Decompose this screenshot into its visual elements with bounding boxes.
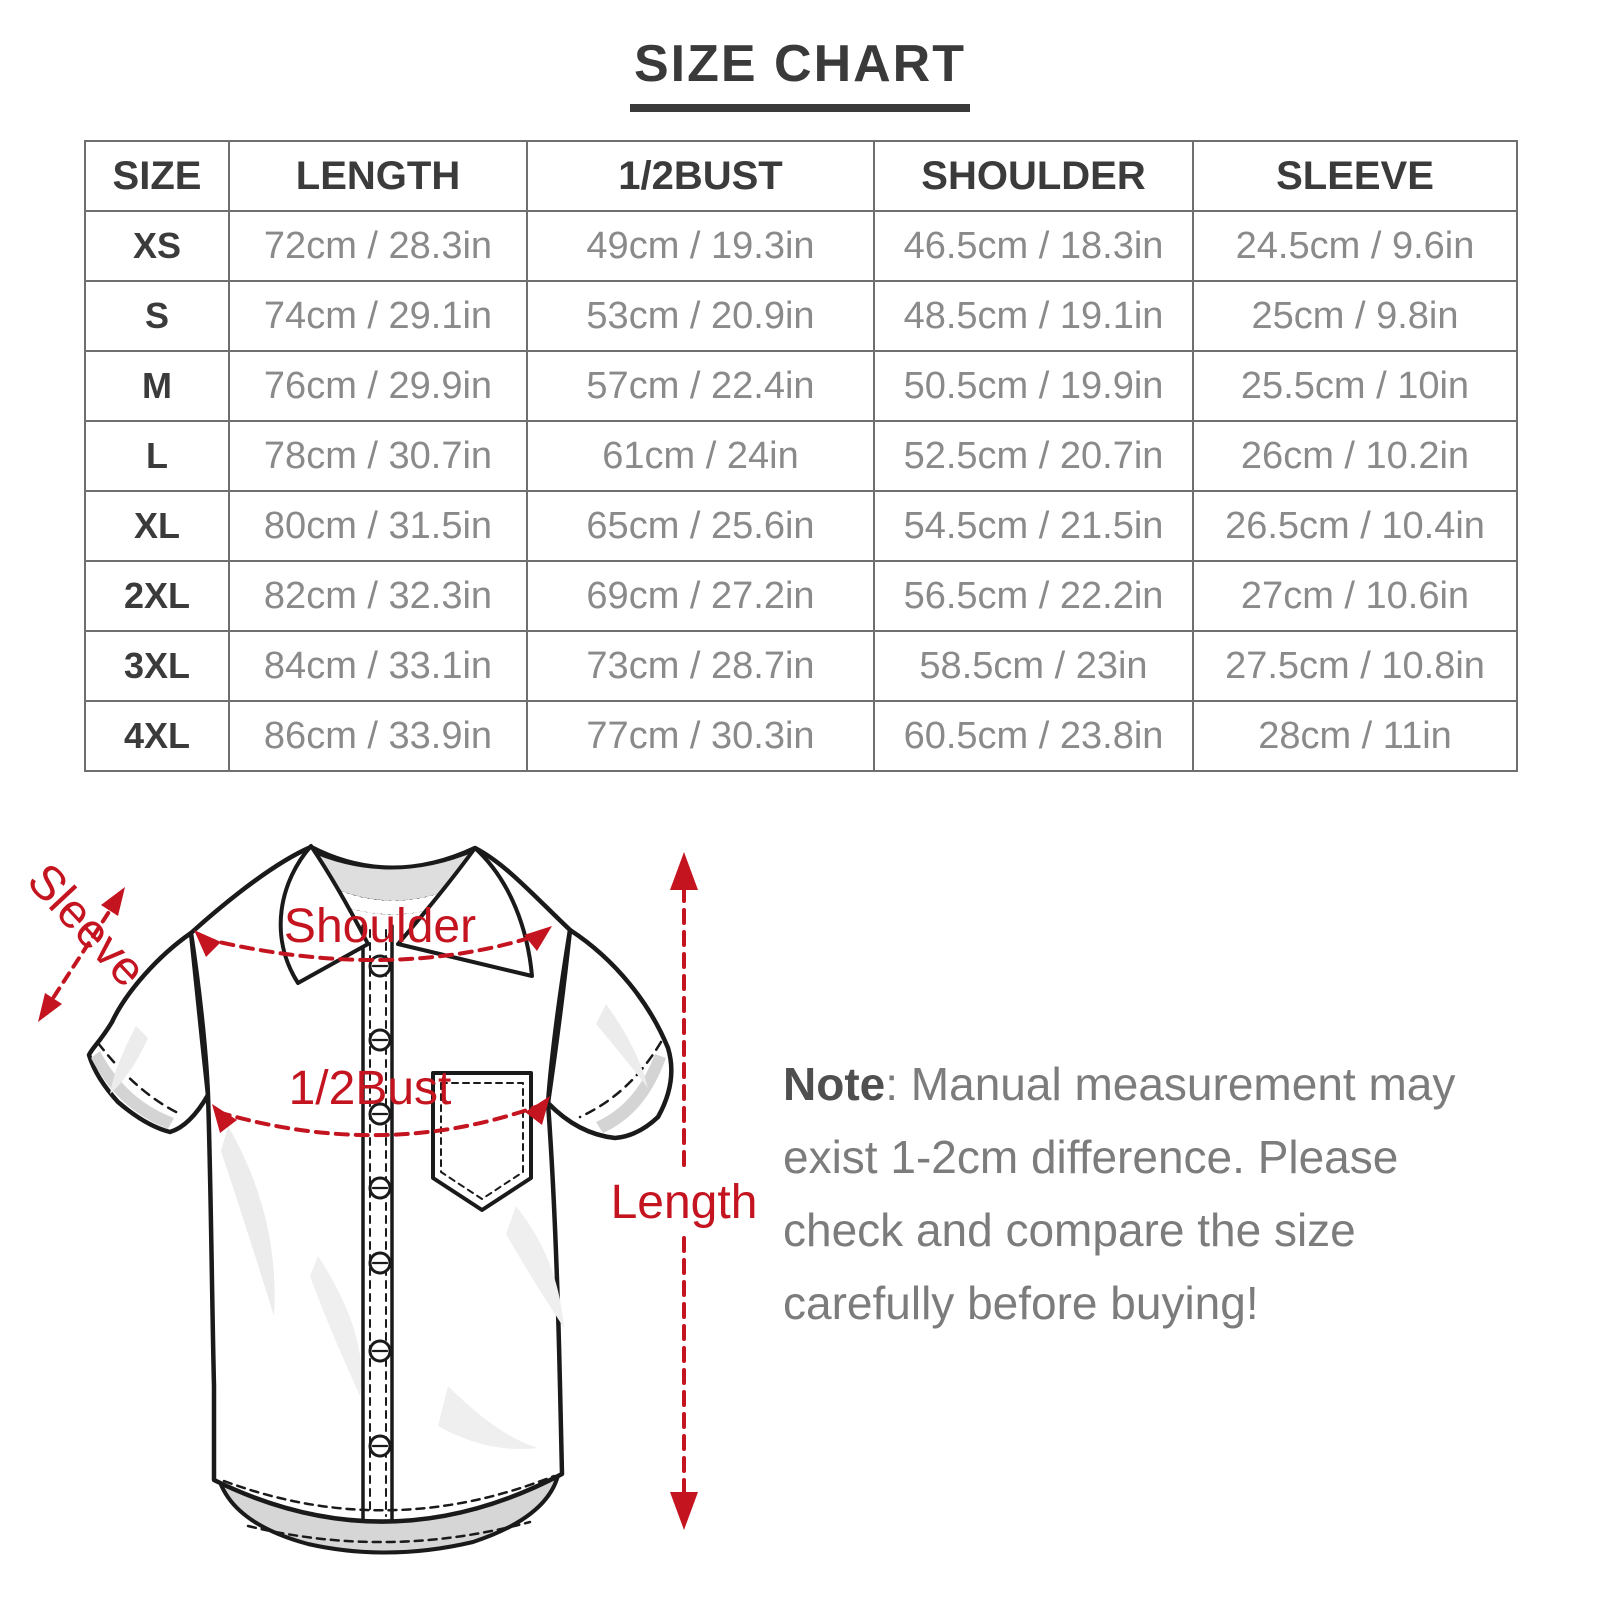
- shoulder-arrowhead-right: [524, 926, 552, 951]
- length-cell: 82cm / 32.3in: [228, 560, 528, 632]
- length-cell: 86cm / 33.9in: [228, 700, 528, 772]
- note-text: Note: Manual measurement may exist 1-2cm…: [783, 1048, 1483, 1340]
- sleeve-cell: 27.5cm / 10.8in: [1192, 630, 1518, 702]
- note-line-2: exist 1-2cm difference. Please: [783, 1131, 1399, 1183]
- sleeve-cell: 28cm / 11in: [1192, 700, 1518, 772]
- sleeve-cell: 24.5cm / 9.6in: [1192, 210, 1518, 282]
- table-row: 3XL 84cm / 33.1in 73cm / 28.7in 58.5cm /…: [84, 630, 1518, 702]
- page-title-wrap: SIZE CHART: [0, 34, 1600, 112]
- shoulder-cell: 50.5cm / 19.9in: [873, 350, 1194, 422]
- left-cuff-stitch: [96, 1041, 180, 1115]
- length-label: Length: [611, 1176, 758, 1229]
- size-cell: XL: [84, 490, 230, 562]
- bust-cell: 53cm / 20.9in: [526, 280, 875, 352]
- collar-left-flap: [278, 844, 370, 985]
- table-row: M 76cm / 29.9in 57cm / 22.4in 50.5cm / 1…: [84, 350, 1518, 422]
- length-cell: 72cm / 28.3in: [228, 210, 528, 282]
- length-cell: 76cm / 29.9in: [228, 350, 528, 422]
- size-cell: L: [84, 420, 230, 492]
- shoulder-cell: 48.5cm / 19.1in: [873, 280, 1194, 352]
- pocket-stitch: [440, 1082, 524, 1200]
- hem-stitch-lower: [246, 1520, 532, 1544]
- size-cell: 4XL: [84, 700, 230, 772]
- shirt-measurement-diagram: Sleeve Shoulder 1/2Bust Length: [18, 844, 758, 1555]
- shoulder-cell: 60.5cm / 23.8in: [873, 700, 1194, 772]
- length-cell: 78cm / 30.7in: [228, 420, 528, 492]
- length-arrowhead-up: [670, 852, 698, 890]
- length-cell: 80cm / 31.5in: [228, 490, 528, 562]
- header-sleeve: SLEEVE: [1192, 140, 1518, 212]
- bust-cell: 49cm / 19.3in: [526, 210, 875, 282]
- wrinkle: [506, 1206, 564, 1328]
- shoulder-label: Shoulder: [284, 900, 476, 953]
- header-row: SIZE LENGTH 1/2BUST SHOULDER SLEEVE: [84, 140, 1518, 212]
- table-row: XL 80cm / 31.5in 65cm / 25.6in 54.5cm / …: [84, 490, 1518, 562]
- left-cuff-inside: [91, 1051, 174, 1129]
- table-row: 2XL 82cm / 32.3in 69cm / 27.2in 56.5cm /…: [84, 560, 1518, 632]
- right-cuff-inside: [596, 1054, 666, 1133]
- wrinkle: [438, 1386, 538, 1450]
- shoulder-cell: 54.5cm / 21.5in: [873, 490, 1194, 562]
- buttons: [368, 954, 392, 1458]
- bust-cell: 73cm / 28.7in: [526, 630, 875, 702]
- header-size: SIZE: [84, 140, 230, 212]
- sleeve-cell: 27cm / 10.6in: [1192, 560, 1518, 632]
- size-cell: XS: [84, 210, 230, 282]
- shoulder-cell: 58.5cm / 23in: [873, 630, 1194, 702]
- sleeve-label: Sleeve: [18, 854, 156, 997]
- pocket: [431, 1071, 533, 1212]
- note-line-3: check and compare the size: [783, 1204, 1356, 1256]
- note-line-4: carefully before buying!: [783, 1277, 1259, 1329]
- wrinkle: [310, 1256, 362, 1396]
- shoulder-cell: 46.5cm / 18.3in: [873, 210, 1194, 282]
- table-row: 4XL 86cm / 33.9in 77cm / 30.3in 60.5cm /…: [84, 700, 1518, 772]
- sleeve-cell: 26cm / 10.2in: [1192, 420, 1518, 492]
- bust-cell: 65cm / 25.6in: [526, 490, 875, 562]
- hem-stitch: [222, 1474, 556, 1512]
- bust-label: 1/2Bust: [289, 1062, 452, 1115]
- bust-cell: 57cm / 22.4in: [526, 350, 875, 422]
- wrinkle: [596, 1004, 648, 1088]
- table-row: XS 72cm / 28.3in 49cm / 19.3in 46.5cm / …: [84, 210, 1518, 282]
- size-cell: M: [84, 350, 230, 422]
- size-cell: 3XL: [84, 630, 230, 702]
- shoulder-cell: 52.5cm / 20.7in: [873, 420, 1194, 492]
- bust-cell: 77cm / 30.3in: [526, 700, 875, 772]
- shoulder-arrowhead-left: [194, 930, 221, 957]
- wrinkle: [110, 1026, 148, 1094]
- collar-right-flap: [396, 846, 534, 978]
- header-shoulder: SHOULDER: [873, 140, 1194, 212]
- sleeve-arrowhead-down: [38, 993, 62, 1022]
- size-table-wrap: SIZE LENGTH 1/2BUST SHOULDER SLEEVE XS 7…: [84, 140, 1518, 772]
- right-cuff-stitch: [578, 1040, 663, 1119]
- bust-arrowhead-left: [212, 1104, 237, 1133]
- sleeve-cell: 26.5cm / 10.4in: [1192, 490, 1518, 562]
- note-line-1: Note: Manual measurement may: [783, 1058, 1456, 1110]
- bust-cell: 69cm / 27.2in: [526, 560, 875, 632]
- header-bust: 1/2BUST: [526, 140, 875, 212]
- bust-arrow: [216, 1102, 546, 1138]
- shoulder-cell: 56.5cm / 22.2in: [873, 560, 1194, 632]
- table-row: L 78cm / 30.7in 61cm / 24in 52.5cm / 20.…: [84, 420, 1518, 492]
- sleeve-arrow: [42, 896, 120, 1014]
- page-title: SIZE CHART: [630, 34, 970, 112]
- shoulder-arrow: [200, 932, 544, 963]
- wrinkle: [221, 1126, 275, 1316]
- sleeve-arrowhead-up: [101, 887, 125, 916]
- length-cell: 84cm / 33.1in: [228, 630, 528, 702]
- button-placket: [361, 924, 394, 1522]
- size-table: SIZE LENGTH 1/2BUST SHOULDER SLEEVE XS 7…: [84, 140, 1518, 772]
- sleeve-cell: 25cm / 9.8in: [1192, 280, 1518, 352]
- length-cell: 74cm / 29.1in: [228, 280, 528, 352]
- size-cell: S: [84, 280, 230, 352]
- note-label: Note: [783, 1058, 886, 1110]
- size-cell: 2XL: [84, 560, 230, 632]
- bust-cell: 61cm / 24in: [526, 420, 875, 492]
- header-length: LENGTH: [228, 140, 528, 212]
- table-row: S 74cm / 29.1in 53cm / 20.9in 48.5cm / 1…: [84, 280, 1518, 352]
- length-arrowhead-down: [670, 1492, 698, 1530]
- bust-arrowhead-right: [525, 1096, 550, 1125]
- sleeve-cell: 25.5cm / 10in: [1192, 350, 1518, 422]
